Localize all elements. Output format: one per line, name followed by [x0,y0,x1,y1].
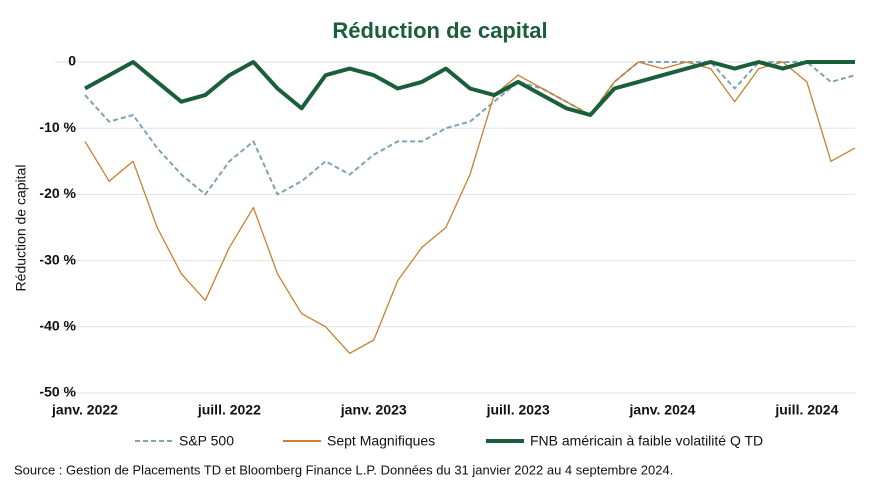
chart-title: Réduction de capital [332,18,547,43]
series-line [84,61,856,354]
y-tick-label: -30 % [39,251,76,267]
x-tick-label: janv. 2022 [51,402,118,418]
y-tick-label: -40 % [39,318,76,334]
x-tick-label: janv. 2024 [629,402,696,418]
series-line [84,61,856,196]
y-tick-label: -10 % [39,119,76,135]
legend-label: S&P 500 [179,433,234,449]
y-axis-label: Réduction de capital [13,165,29,292]
y-tick-label: -50 % [39,384,76,400]
x-tick-label: juill. 2024 [774,402,838,418]
legend-label: Sept Magnifiques [327,433,435,449]
x-tick-label: juill. 2023 [486,402,550,418]
y-tick-label: 0 [68,53,76,69]
source-note: Source : Gestion de Placements TD et Blo… [14,462,673,477]
legend-label: FNB américain à faible volatilité Q TD [530,433,763,449]
series-line [84,60,855,117]
y-tick-label: -20 % [39,185,76,201]
x-tick-label: juill. 2022 [197,402,261,418]
x-tick-label: janv. 2023 [340,402,407,418]
